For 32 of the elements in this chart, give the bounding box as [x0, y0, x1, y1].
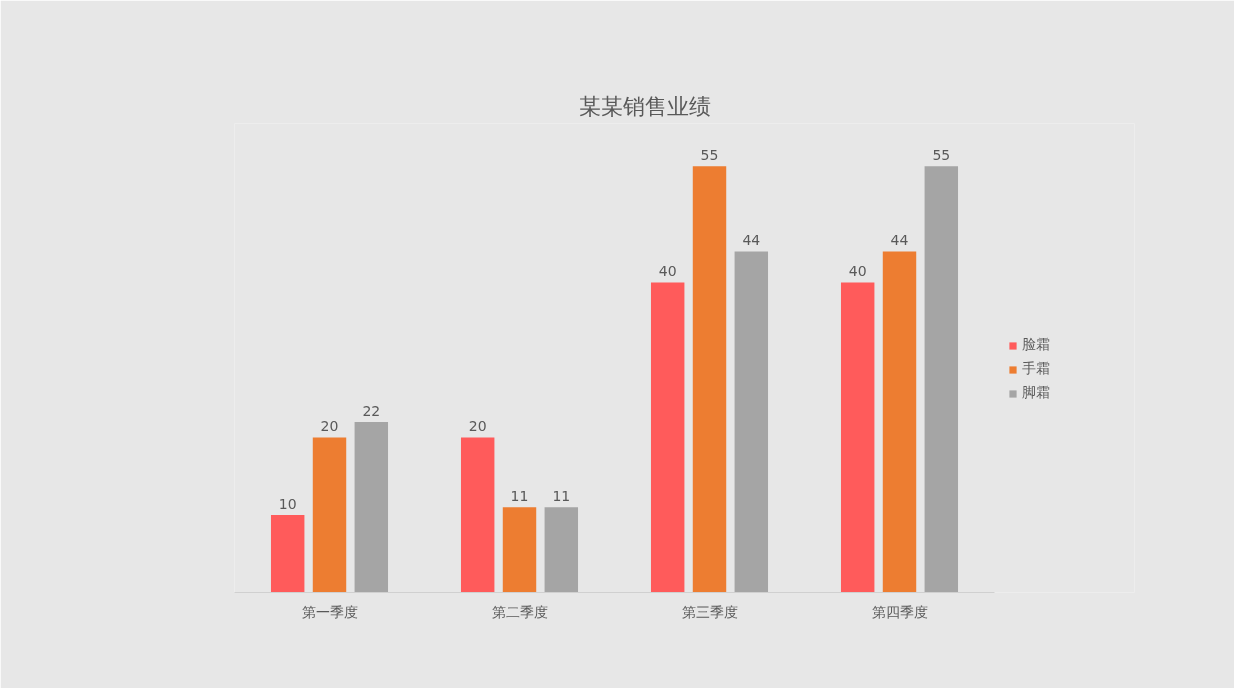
x-tick-label: 第三季度: [681, 603, 738, 620]
bar: [354, 421, 389, 593]
bar: [544, 507, 579, 593]
data-label: 11: [510, 488, 529, 505]
bar: [692, 166, 727, 593]
data-label: 10: [278, 495, 297, 512]
data-label: 20: [320, 418, 339, 435]
bar: [460, 437, 495, 593]
legend-label: 脚霜: [1022, 384, 1050, 402]
bar: [312, 437, 347, 593]
bar: [734, 251, 769, 593]
data-label: 11: [552, 488, 571, 505]
data-label: 55: [700, 147, 719, 164]
data-label: 44: [742, 232, 761, 249]
x-tick-label: 第二季度: [491, 603, 548, 620]
x-tick-label: 第四季度: [871, 603, 928, 620]
bar: [270, 514, 305, 593]
legend-label: 脸霜: [1022, 336, 1050, 354]
data-label: 20: [468, 418, 487, 435]
legend-label: 手霜: [1022, 360, 1050, 378]
bar: [650, 282, 685, 593]
bar: [840, 282, 875, 593]
data-label: 40: [658, 263, 677, 280]
bar: [882, 251, 917, 593]
data-label: 22: [362, 402, 381, 419]
x-tick-label: 第一季度: [301, 603, 358, 620]
data-label: 44: [890, 232, 909, 249]
data-label: 40: [848, 263, 867, 280]
bar: [924, 166, 959, 593]
data-label: 55: [932, 147, 951, 164]
bar: [502, 507, 537, 593]
chart-title: 某某销售业绩: [578, 93, 711, 119]
